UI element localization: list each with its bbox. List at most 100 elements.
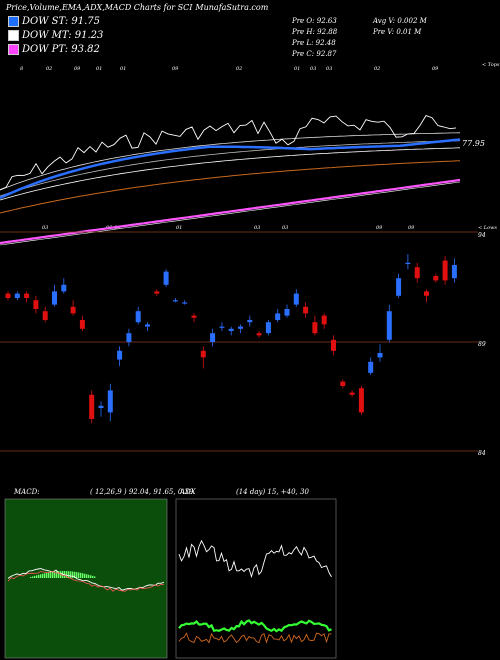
top-tick-label: 09 [172, 66, 179, 72]
top-tick-label: 09 [74, 66, 81, 72]
candle-body [284, 309, 290, 316]
bottom-tick-label: 01 [176, 225, 182, 231]
legend-item: DOW MT: 91.23 [8, 30, 103, 41]
macd-histogram-bar [78, 572, 80, 578]
candle-body [24, 293, 30, 298]
ema-pink-outline [0, 181, 461, 246]
legend-label: DOW PT: 93.82 [22, 44, 100, 55]
candle-body [228, 328, 234, 331]
candle-body [154, 291, 160, 294]
candle-body [89, 394, 95, 419]
macd-background [4, 498, 168, 659]
macd-histogram-bar [52, 571, 54, 578]
top-tick-label: 03 [326, 66, 332, 72]
candle-body [117, 350, 123, 360]
top-tick-label: 09 [432, 66, 439, 72]
candle-body [414, 267, 420, 279]
right-label-top: 94 [478, 232, 486, 239]
macd-histogram-bar [40, 574, 42, 578]
candle-body [210, 333, 216, 342]
adx-minus-di-line [178, 632, 332, 644]
macd-histogram-bar [56, 571, 58, 578]
candle-body [358, 388, 364, 413]
macd-histogram-bar [32, 576, 34, 578]
macd-histogram-bar [70, 571, 72, 578]
adx-line [178, 619, 332, 633]
macd-histogram-bar [34, 575, 36, 578]
macd-histogram-bar [84, 573, 86, 578]
candle-body [163, 271, 169, 285]
candle-body [14, 293, 20, 298]
ema-white-line-3 [0, 132, 461, 191]
macd-histogram-bar [68, 571, 70, 578]
adx-params: (14 day) 15, +40, 30 [236, 488, 309, 496]
macd-histogram-bar [72, 571, 74, 578]
macd-params: ( 12,26,9 ) 92.04, 91.65, 0.39 [90, 488, 194, 496]
legend-item: DOW ST: 91.75 [8, 16, 100, 27]
macd-signal-line [7, 571, 165, 592]
candle-body [442, 260, 448, 281]
candle-body [98, 405, 104, 408]
top-tick-label: 02 [236, 66, 242, 72]
candle-body [172, 300, 178, 302]
candle-body [368, 361, 374, 373]
candle-panel [0, 231, 478, 452]
candle-body [182, 302, 188, 304]
candle-body [135, 311, 141, 323]
candle-body [52, 291, 57, 305]
legend-swatch [8, 44, 19, 55]
adx-label: ADX [179, 488, 197, 496]
candle-body [321, 315, 327, 325]
candle-body [33, 300, 39, 309]
candle-body [377, 353, 383, 358]
macd-panel [4, 498, 168, 659]
top-tick-label: 02 [374, 66, 380, 72]
lows-label: < Lows [478, 225, 497, 231]
macd-histogram-bar [66, 571, 68, 578]
candle-body [79, 320, 85, 329]
bottom-tick-label: 09 [408, 225, 415, 231]
macd-histogram-bar [38, 574, 40, 578]
candle-body [107, 390, 113, 413]
bottom-tick-label: 03 [42, 225, 48, 231]
legend-swatch [8, 30, 19, 41]
top-tick-label: 01 [120, 66, 126, 72]
macd-histogram-bar [90, 575, 92, 578]
candle-body [405, 262, 411, 264]
candle-body [331, 339, 336, 351]
bottom-tick-label: 03 [254, 225, 260, 231]
right-label-bottom: 84 [478, 450, 486, 457]
candle-body [126, 333, 132, 342]
candle-body [145, 324, 150, 327]
macd-histogram-bar [74, 571, 76, 578]
candle-body [424, 291, 429, 296]
ema-white-line-1 [0, 140, 461, 197]
right-label-mid: 89 [478, 341, 486, 348]
prev-volume-label: Pre V: 0.01 M [372, 28, 422, 36]
macd-histogram-bar [86, 574, 88, 578]
ema-white-line-2 [0, 147, 461, 201]
top-tick-label: 01 [96, 66, 102, 72]
adx-background [175, 498, 337, 659]
candle-body [312, 322, 318, 334]
top-tick-label: 02 [46, 66, 52, 72]
ema-blue-line [0, 138, 461, 200]
close-label: Pre C: 92.87 [291, 50, 337, 58]
macd-histogram-bar [76, 572, 78, 578]
macd-label: MACD: [13, 488, 40, 496]
bottom-tick-label: 09 [376, 225, 383, 231]
ema-pink-line [0, 178, 461, 245]
macd-histogram-bar [82, 573, 84, 578]
candle-body [349, 392, 355, 395]
tops-label: < Tops [482, 62, 500, 68]
candle-body [70, 306, 76, 314]
avg-volume-label: Avg V: 0.002 M [372, 17, 428, 25]
candle-body [451, 265, 457, 279]
macd-histogram-bar [46, 572, 48, 578]
price-label: 77.95 [462, 139, 485, 148]
legend-label: DOW ST: 91.75 [22, 16, 101, 27]
candle-body [219, 326, 225, 328]
candle-body [5, 293, 11, 298]
macd-histogram-bar [30, 577, 32, 578]
